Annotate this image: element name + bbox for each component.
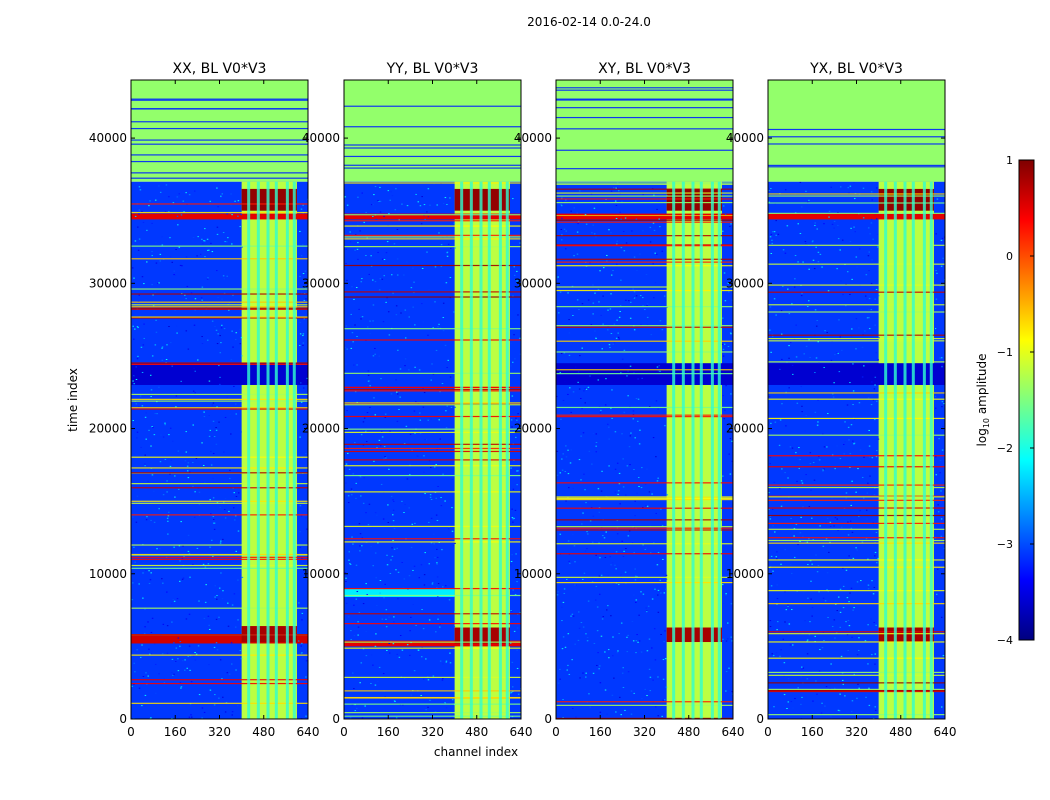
x-tick-label: 640 [722, 725, 745, 739]
heatmap-image [131, 80, 308, 719]
x-tick-label: 320 [633, 725, 656, 739]
heatmap-region [131, 363, 308, 385]
heatmap-streaks [344, 105, 521, 717]
x-tick-label: 480 [465, 725, 488, 739]
colorbar-tick-label: −1 [997, 346, 1013, 359]
panel-title: YX, BL V0*V3 [809, 61, 903, 77]
heatmap-streaks [768, 128, 945, 719]
heatmap-region [131, 213, 308, 220]
x-tick-label: 320 [845, 725, 868, 739]
x-tick-label: 160 [801, 725, 824, 739]
y-tick-label: 0 [756, 712, 764, 726]
x-tick-label: 480 [889, 725, 912, 739]
panels: XX, BL V0*V3 0 160 320 480 640 0 10000 20000 3000… [89, 61, 957, 739]
y-tick-label: 20000 [89, 422, 127, 436]
colorbar-tick-label: −4 [997, 634, 1013, 647]
y-tick-label: 40000 [302, 131, 340, 145]
colorbar-tick-label: 0 [1006, 250, 1013, 263]
x-tick-label: 640 [297, 725, 320, 739]
heatmap-region [768, 363, 945, 385]
x-tick-label: 480 [252, 725, 275, 739]
heatmap-streaks [131, 98, 308, 704]
x-tick-label: 320 [421, 725, 444, 739]
y-tick-label: 10000 [514, 567, 552, 581]
heatmap-region [556, 80, 733, 182]
y-tick-label: 30000 [89, 276, 127, 290]
colorbar-tick-label: −2 [997, 442, 1013, 455]
panel-title: XY, BL V0*V3 [598, 61, 691, 77]
y-tick-label: 30000 [302, 276, 340, 290]
heatmap-channel-bands [672, 181, 721, 719]
colorbar-gradient [1018, 159, 1035, 641]
x-tick-label: 640 [934, 725, 957, 739]
heatmap-region [344, 640, 521, 647]
y-tick-label: 10000 [726, 567, 764, 581]
heatmap-region [131, 634, 308, 644]
heatmap-channel-bands [460, 181, 509, 719]
x-tick-label: 160 [164, 725, 187, 739]
heatmap-region [768, 213, 945, 220]
heatmap-image [556, 80, 733, 719]
y-tick-label: 40000 [514, 131, 552, 145]
heatmap-channel-bands [884, 181, 933, 719]
heatmap-region [344, 80, 521, 182]
y-tick-label: 20000 [514, 422, 552, 436]
y-tick-label: 10000 [302, 567, 340, 581]
heatmap-region [131, 80, 308, 182]
heatmap-region [344, 588, 455, 598]
x-tick-label: 0 [764, 725, 772, 739]
y-axis-label: time index [66, 368, 80, 432]
y-tick-label: 20000 [726, 422, 764, 436]
heatmap-channel-bands [247, 181, 296, 719]
x-tick-label: 160 [377, 725, 400, 739]
x-tick-label: 160 [589, 725, 612, 739]
x-axis-label: channel index [434, 745, 518, 759]
heatmap-noise [344, 181, 521, 719]
y-tick-label: 10000 [89, 567, 127, 581]
panel-1: XX, BL V0*V3 0 160 320 480 640 0 10000 20000 3000… [89, 61, 320, 739]
colorbar: 1 0 −1 −2 −3 −4 log10 amplitude [975, 154, 1035, 647]
y-tick-label: 30000 [726, 276, 764, 290]
y-tick-label: 40000 [726, 131, 764, 145]
panel-title: YY, BL V0*V3 [386, 61, 479, 77]
figure-suptitle: 2016-02-14 0.0-24.0 [527, 15, 651, 29]
heatmap-region [344, 213, 521, 220]
heatmap-region [768, 80, 945, 182]
panel-title: XX, BL V0*V3 [173, 61, 267, 77]
y-tick-label: 40000 [89, 131, 127, 145]
x-tick-label: 640 [510, 725, 533, 739]
heatmap-image [344, 80, 521, 719]
y-tick-label: 30000 [514, 276, 552, 290]
x-tick-label: 0 [127, 725, 135, 739]
y-tick-label: 20000 [302, 422, 340, 436]
panel-4: YX, BL V0*V3 0 160 320 480 640 0 10000 20000 3000… [726, 61, 957, 739]
colorbar-tick-label: 1 [1006, 154, 1013, 167]
y-tick-label: 0 [544, 712, 552, 726]
colorbar-label: log10 amplitude [975, 354, 991, 447]
heatmap-image [768, 80, 945, 719]
panel-2: YY, BL V0*V3 0 160 320 480 640 0 10000 20000 3000… [302, 61, 533, 739]
x-tick-label: 480 [677, 725, 700, 739]
panel-3: XY, BL V0*V3 0 160 320 480 640 0 10000 20000 3000… [514, 61, 745, 739]
x-tick-label: 0 [552, 725, 560, 739]
colorbar-tick-label: −3 [997, 538, 1013, 551]
y-tick-label: 0 [119, 712, 127, 726]
x-tick-label: 320 [208, 725, 231, 739]
x-tick-label: 0 [340, 725, 348, 739]
heatmap-streaks [556, 87, 733, 719]
y-tick-label: 0 [332, 712, 340, 726]
